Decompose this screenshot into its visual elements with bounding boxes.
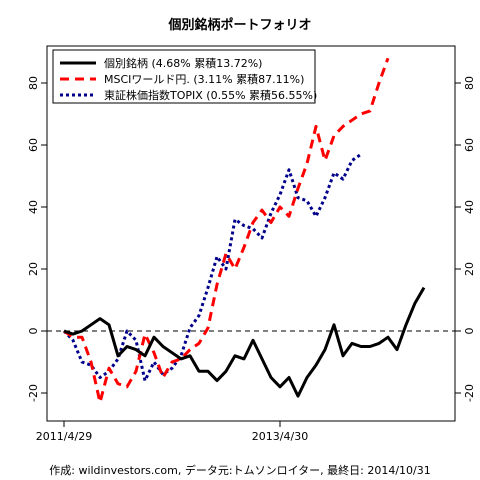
y-tick-label-left: 40 [27, 200, 40, 214]
series-line-1 [63, 57, 390, 404]
y-tick-label-left: 80 [27, 76, 40, 90]
legend-label-0: 個別銘柄 (4.68% 累積13.72%) [104, 56, 262, 70]
y-tick-label-left: -20 [27, 384, 40, 402]
axes: -20 -20 0 0 20 20 40 40 60 60 80 80 2011/4/29 2013/4/… [27, 76, 476, 443]
y-tick-label-right: -20 [463, 384, 476, 402]
y-tick-label-left: 20 [27, 262, 40, 276]
series-line-2 [62, 153, 362, 383]
plot-frame [46, 45, 456, 422]
legend-box [52, 49, 316, 104]
y-tick-label-right: 80 [463, 76, 476, 90]
y-tick-label-right: 60 [463, 138, 476, 152]
y-tick-label-right: 40 [463, 200, 476, 214]
legend-items: 個別銘柄 (4.68% 累積13.72%) MSCIワールド円. (3.11% 累… [60, 56, 317, 102]
series-line-0 [63, 286, 426, 398]
y-tick-label-left: 60 [27, 138, 40, 152]
chart-caption: 作成: wildinvestors.com, データ元:トムソンロイター, 最終… [49, 463, 430, 477]
y-tick-label-left: 0 [27, 328, 40, 335]
x-tick-label: 2013/4/30 [252, 430, 308, 443]
y-tick-label-right: 0 [463, 328, 476, 335]
legend-label-2: 東証株価指数TOPIX (0.55% 累積56.55%) [104, 88, 317, 102]
legend-label-1: MSCIワールド円. (3.11% 累積87.11%) [104, 72, 304, 86]
y-tick-label-right: 20 [463, 262, 476, 276]
legend: 個別銘柄 (4.68% 累積13.72%) MSCIワールド円. (3.11% 累… [52, 49, 317, 104]
chart-title: 個別銘柄ポートフォリオ [167, 17, 311, 33]
series-layer [62, 57, 426, 404]
x-tick-label: 2011/4/29 [36, 430, 92, 443]
